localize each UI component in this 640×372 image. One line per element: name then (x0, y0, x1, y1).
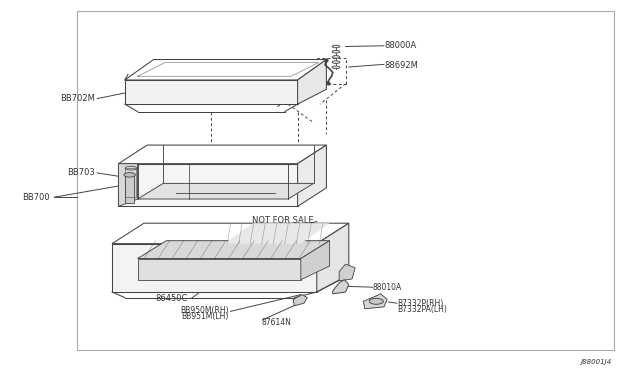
Polygon shape (317, 223, 349, 292)
Polygon shape (301, 241, 330, 280)
Polygon shape (125, 60, 326, 80)
Text: 88000A: 88000A (384, 41, 416, 50)
Text: BB951M(LH): BB951M(LH) (182, 312, 229, 321)
Polygon shape (138, 183, 314, 199)
Polygon shape (224, 223, 330, 244)
Polygon shape (298, 60, 326, 104)
Polygon shape (339, 264, 355, 281)
Polygon shape (125, 175, 134, 203)
Text: BB700: BB700 (22, 193, 50, 202)
Text: BB950M(RH): BB950M(RH) (180, 306, 229, 315)
Ellipse shape (332, 55, 340, 58)
Polygon shape (125, 80, 298, 104)
Text: J88001J4: J88001J4 (580, 359, 611, 365)
Polygon shape (298, 145, 326, 206)
Text: 88010A: 88010A (372, 283, 402, 292)
Polygon shape (118, 145, 326, 164)
Polygon shape (112, 244, 317, 292)
Polygon shape (333, 280, 349, 294)
Ellipse shape (369, 298, 383, 304)
Ellipse shape (124, 173, 136, 177)
Text: 87614N: 87614N (261, 318, 291, 327)
Ellipse shape (332, 45, 340, 48)
Ellipse shape (332, 66, 340, 69)
Text: B7332P(RH): B7332P(RH) (397, 299, 443, 308)
Polygon shape (138, 259, 301, 280)
Text: BB703: BB703 (67, 169, 95, 177)
Polygon shape (364, 294, 387, 309)
Polygon shape (138, 241, 330, 259)
Ellipse shape (332, 50, 340, 53)
Text: BB702M: BB702M (60, 94, 95, 103)
Polygon shape (118, 164, 298, 206)
Bar (77, 11, 614, 350)
Text: 88692M: 88692M (384, 61, 418, 70)
Text: 86450C: 86450C (156, 294, 188, 303)
Ellipse shape (332, 61, 340, 64)
Polygon shape (293, 295, 307, 306)
Polygon shape (112, 223, 349, 244)
Text: NOT FOR SALE: NOT FOR SALE (252, 216, 314, 225)
Polygon shape (118, 164, 138, 206)
Text: B7332PA(LH): B7332PA(LH) (397, 305, 447, 314)
